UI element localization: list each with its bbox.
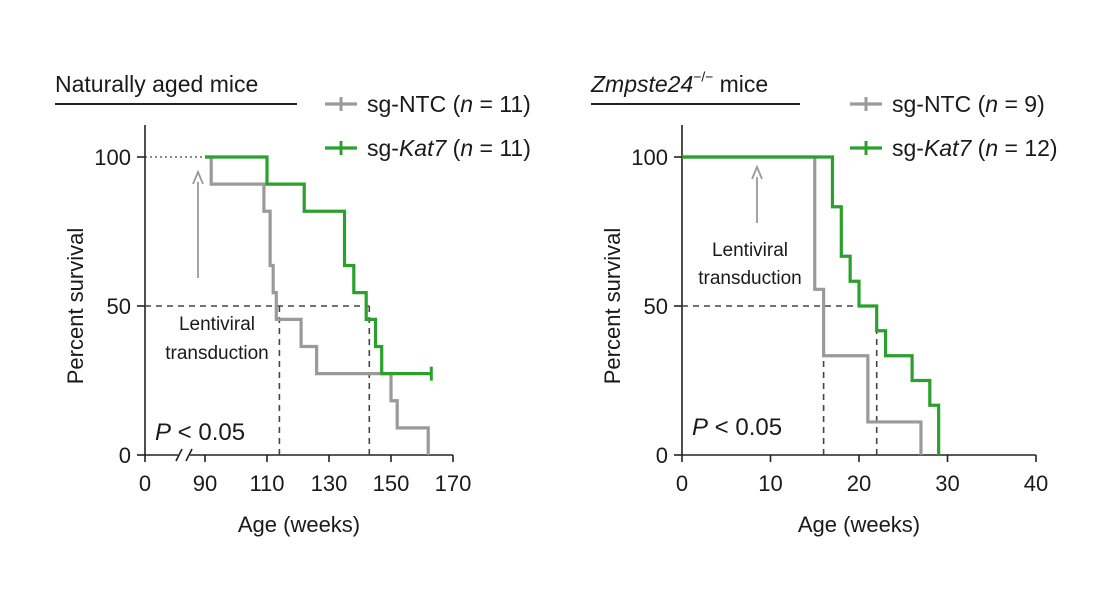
x-axis-label: Age (weeks) — [798, 512, 920, 537]
legend-label: sg-NTC (n = 11) — [367, 91, 531, 117]
chart-title: Naturally aged mice — [55, 71, 258, 97]
y-tick-label: 50 — [107, 294, 131, 319]
y-tick-label: 100 — [631, 145, 668, 170]
x-axis-label: Age (weeks) — [238, 512, 360, 537]
p-threshold: < 0.05 — [708, 414, 782, 441]
x-tick-label: 90 — [193, 471, 217, 496]
p-value-label: P < 0.05 — [155, 419, 245, 446]
x-tick-label: 40 — [1024, 471, 1048, 496]
x-tick-label: 110 — [249, 471, 284, 496]
p-symbol: P — [155, 419, 171, 446]
x-tick-label: 20 — [847, 471, 871, 496]
x-tick-label: 0 — [676, 471, 688, 496]
y-tick-label: 50 — [644, 294, 668, 319]
chart-title-part: mice — [713, 71, 768, 97]
legend-label-part: = 12) — [998, 135, 1057, 161]
y-axis-label: Percent survival — [63, 228, 88, 385]
chart-title: Zmpste24−/− mice — [590, 70, 768, 97]
x-tick-label: 150 — [373, 471, 410, 496]
chart-title-part: −/− — [693, 70, 713, 85]
y-tick-label: 0 — [656, 443, 668, 468]
annotation-arrow-head — [751, 164, 763, 180]
p-value-label: P < 0.05 — [692, 414, 782, 441]
legend-label-part: n — [985, 91, 998, 117]
legend-label-part: n — [460, 135, 473, 161]
legend-label-part: = 9) — [998, 91, 1045, 117]
legend-label-part: n — [460, 91, 473, 117]
legend-label-part: sg- — [367, 135, 399, 161]
survival-curve-0 — [682, 155, 923, 455]
axis-break-mark — [175, 448, 183, 462]
y-tick-label: 0 — [119, 443, 131, 468]
legend-label-part: n — [985, 135, 998, 161]
legend-label: sg-Kat7 (n = 11) — [367, 135, 531, 161]
p-symbol: P — [692, 414, 708, 441]
chart-title-part: Naturally aged mice — [55, 71, 258, 97]
legend-label-part: ( — [446, 135, 460, 161]
legend-label-part: = 11) — [473, 91, 531, 117]
x-tick-label: 10 — [758, 471, 782, 496]
annotation-line: transduction — [165, 343, 269, 364]
legend-label-part: sg- — [892, 135, 924, 161]
annotation-text: Lentiviral transduction — [165, 314, 269, 364]
legend-label-part: sg-NTC ( — [367, 91, 461, 117]
chart-title-part: Zmpste24 — [590, 71, 693, 97]
legend-label-part: ( — [971, 135, 985, 161]
annotation-text: Lentiviral transduction — [698, 240, 802, 289]
axis-break-mark — [185, 448, 193, 462]
legend-label: sg-NTC (n = 9) — [892, 91, 1045, 117]
annotation-arrow-head — [192, 169, 204, 185]
y-axis-label: Percent survival — [600, 228, 625, 385]
x-tick-label: 0 — [139, 471, 151, 496]
legend-label-part: Kat7 — [924, 135, 973, 161]
annotation-line: Lentiviral — [712, 240, 788, 261]
x-tick-label: 170 — [435, 471, 472, 496]
annotation-line: transduction — [698, 268, 802, 289]
survival-curve-0 — [205, 155, 430, 455]
legend-label-part: Kat7 — [399, 135, 448, 161]
survival-curve-1 — [205, 155, 432, 376]
annotation-line: Lentiviral — [179, 314, 255, 335]
x-tick-label: 30 — [935, 471, 959, 496]
p-threshold: < 0.05 — [171, 419, 245, 446]
legend-label: sg-Kat7 (n = 12) — [892, 135, 1058, 161]
legend-label-part: = 11) — [473, 135, 531, 161]
x-tick-label: 130 — [311, 471, 348, 496]
survival-curve-1 — [682, 155, 941, 455]
y-tick-label: 100 — [94, 145, 131, 170]
legend-label-part: sg-NTC ( — [892, 91, 986, 117]
